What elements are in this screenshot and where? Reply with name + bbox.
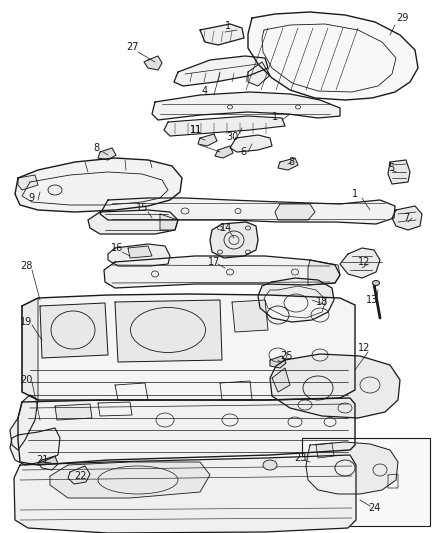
Polygon shape <box>272 368 290 392</box>
Text: 6: 6 <box>240 147 246 157</box>
Polygon shape <box>316 443 334 458</box>
Polygon shape <box>232 300 268 332</box>
Polygon shape <box>388 160 410 184</box>
Text: 15: 15 <box>136 203 148 213</box>
Polygon shape <box>115 300 222 362</box>
Text: 11: 11 <box>190 125 202 135</box>
Text: 1: 1 <box>225 21 231 31</box>
Polygon shape <box>248 62 270 86</box>
Polygon shape <box>198 134 217 146</box>
Polygon shape <box>308 260 340 285</box>
Polygon shape <box>200 24 244 45</box>
Polygon shape <box>38 456 58 470</box>
Polygon shape <box>22 298 38 400</box>
Polygon shape <box>55 404 92 420</box>
Text: 13: 13 <box>366 295 378 305</box>
Polygon shape <box>10 428 60 465</box>
Text: 14: 14 <box>220 223 232 233</box>
Polygon shape <box>275 204 315 220</box>
Text: 1: 1 <box>352 189 358 199</box>
Polygon shape <box>108 244 170 266</box>
Text: 5: 5 <box>388 163 394 173</box>
Text: 8: 8 <box>288 157 294 167</box>
Polygon shape <box>10 395 38 450</box>
Text: 11: 11 <box>190 125 202 135</box>
Text: 23: 23 <box>294 453 306 463</box>
Ellipse shape <box>372 280 379 286</box>
Text: 19: 19 <box>20 317 32 327</box>
Text: 4: 4 <box>202 86 208 96</box>
Text: 1: 1 <box>272 112 278 122</box>
Text: 29: 29 <box>396 13 408 23</box>
Polygon shape <box>392 206 422 230</box>
Polygon shape <box>144 56 162 70</box>
Polygon shape <box>14 455 356 533</box>
Text: 25: 25 <box>280 351 293 361</box>
Polygon shape <box>50 462 210 498</box>
Polygon shape <box>104 256 340 288</box>
Polygon shape <box>340 248 380 278</box>
Polygon shape <box>278 158 298 170</box>
Polygon shape <box>98 148 116 160</box>
Polygon shape <box>306 442 398 494</box>
Text: 27: 27 <box>126 42 138 52</box>
Text: 20: 20 <box>20 375 32 385</box>
Ellipse shape <box>263 460 277 470</box>
Polygon shape <box>152 92 340 120</box>
Polygon shape <box>210 222 258 258</box>
Polygon shape <box>248 12 418 100</box>
Polygon shape <box>160 214 178 230</box>
Polygon shape <box>100 198 395 224</box>
Text: 8: 8 <box>93 143 99 153</box>
Polygon shape <box>40 303 108 358</box>
Polygon shape <box>18 175 38 190</box>
Text: 30: 30 <box>226 132 238 142</box>
Polygon shape <box>258 278 334 322</box>
Polygon shape <box>164 116 285 136</box>
Text: 12: 12 <box>358 257 371 267</box>
Text: 12: 12 <box>358 343 371 353</box>
Polygon shape <box>128 246 152 258</box>
Text: 17: 17 <box>208 257 220 267</box>
Text: 28: 28 <box>20 261 32 271</box>
Polygon shape <box>270 356 286 368</box>
Text: 16: 16 <box>111 243 123 253</box>
Polygon shape <box>15 158 182 212</box>
Text: 7: 7 <box>403 213 409 223</box>
Polygon shape <box>215 146 233 158</box>
Polygon shape <box>18 398 355 465</box>
Polygon shape <box>174 56 268 86</box>
Text: 21: 21 <box>36 455 48 465</box>
Polygon shape <box>68 466 90 484</box>
Polygon shape <box>230 135 272 152</box>
Text: 22: 22 <box>74 471 86 481</box>
Polygon shape <box>88 210 178 234</box>
Polygon shape <box>22 294 355 400</box>
Text: 24: 24 <box>368 503 380 513</box>
Bar <box>302 438 430 526</box>
Text: 18: 18 <box>316 297 328 307</box>
Text: 9: 9 <box>28 193 34 203</box>
Polygon shape <box>270 354 400 418</box>
